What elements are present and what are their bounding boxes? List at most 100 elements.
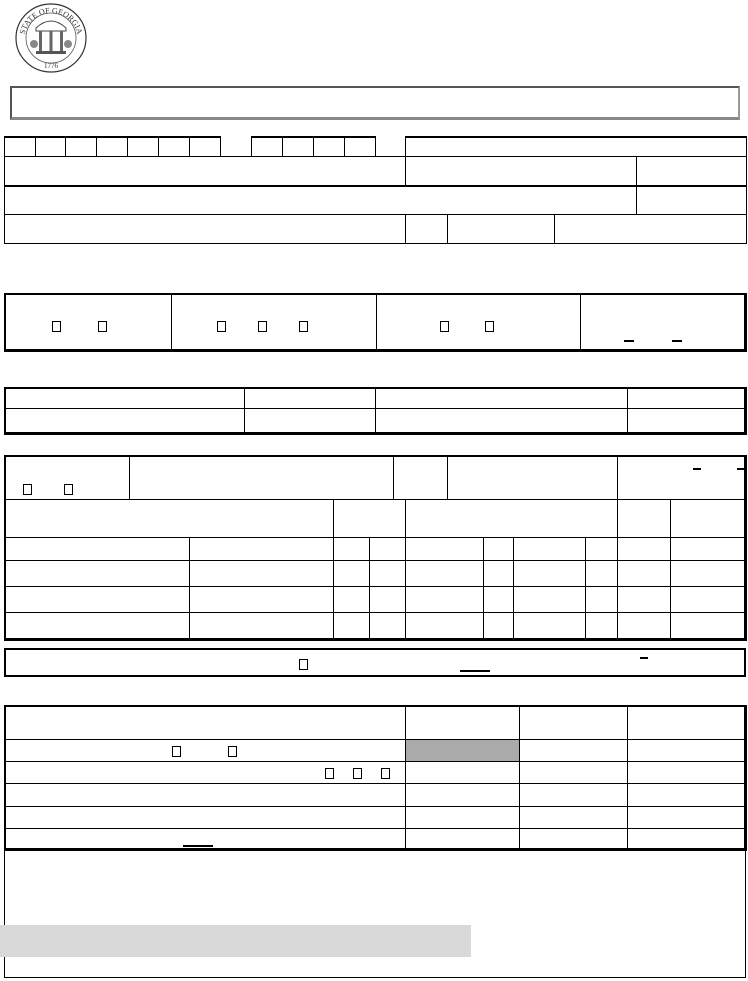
section-4-row-field[interactable] xyxy=(585,537,618,561)
section-4-row-field[interactable] xyxy=(189,612,334,641)
section-4-row-field[interactable] xyxy=(333,537,370,561)
section-4-row-field[interactable] xyxy=(483,537,514,561)
checkbox[interactable] xyxy=(172,746,181,757)
section-6-header-field[interactable] xyxy=(4,705,406,740)
id-digit-field[interactable] xyxy=(189,136,221,157)
section-4-row-field[interactable] xyxy=(369,560,406,587)
section-4-top-field[interactable] xyxy=(393,455,448,500)
checkbox[interactable] xyxy=(381,768,390,779)
section-6-row-field[interactable] xyxy=(519,806,628,829)
section-3-header-field[interactable] xyxy=(4,387,245,409)
id-digit-field[interactable] xyxy=(158,136,190,157)
id-digit-field[interactable] xyxy=(127,136,159,157)
section-4-row-field[interactable] xyxy=(617,537,671,561)
id-digit-field[interactable] xyxy=(4,136,36,157)
section-4-row-field[interactable] xyxy=(617,586,671,613)
section-4-row-field[interactable] xyxy=(405,560,484,587)
section-4-row-field[interactable] xyxy=(369,612,406,641)
section-4-header-field[interactable] xyxy=(405,499,618,538)
section-4-row-field[interactable] xyxy=(585,586,618,613)
section-4-row-field[interactable] xyxy=(333,560,370,587)
section-4-top-field[interactable] xyxy=(617,455,747,500)
address-row-field[interactable] xyxy=(4,185,637,215)
section-3-header-field[interactable] xyxy=(627,387,747,409)
checkbox[interactable] xyxy=(228,746,237,757)
section-6-row-field[interactable] xyxy=(519,783,628,807)
section-4-row-field[interactable] xyxy=(513,586,586,613)
address-row-field[interactable] xyxy=(636,185,747,215)
section-6-row-field[interactable] xyxy=(405,761,520,784)
section-4-row-field[interactable] xyxy=(4,537,190,561)
city-row-field[interactable] xyxy=(447,214,555,244)
section-4-header-field[interactable] xyxy=(333,499,406,538)
id-digit-field[interactable] xyxy=(251,136,283,157)
section-6-row-field[interactable] xyxy=(627,806,747,829)
section-4-row-field[interactable] xyxy=(585,560,618,587)
name-row-field[interactable] xyxy=(405,156,637,186)
section-4-top-field[interactable] xyxy=(447,455,618,500)
id-digit-field[interactable] xyxy=(313,136,345,157)
section-6-row-field[interactable] xyxy=(627,739,747,762)
section-3-value-field[interactable] xyxy=(627,408,747,435)
status-field[interactable] xyxy=(580,293,747,352)
section-4-row-field[interactable] xyxy=(369,537,406,561)
checkbox[interactable] xyxy=(440,321,449,332)
checkbox[interactable] xyxy=(258,321,267,332)
status-field[interactable] xyxy=(376,293,581,352)
section-4-row-field[interactable] xyxy=(369,586,406,613)
section-6-row-field[interactable] xyxy=(4,739,406,762)
section-6-row-field[interactable] xyxy=(405,739,520,762)
id-digit-field[interactable] xyxy=(282,136,314,157)
section-4-row-field[interactable] xyxy=(617,612,671,641)
section-4-row-field[interactable] xyxy=(483,612,514,641)
section-3-value-field[interactable] xyxy=(375,408,628,435)
id-digit-field[interactable] xyxy=(344,136,376,157)
signature-band[interactable] xyxy=(0,925,471,957)
section-4-row-field[interactable] xyxy=(513,537,586,561)
checkbox[interactable] xyxy=(98,321,107,332)
section-4-header-field[interactable] xyxy=(4,499,334,538)
city-row-field[interactable] xyxy=(405,214,448,244)
name-row-field[interactable] xyxy=(4,156,406,186)
section-4-row-field[interactable] xyxy=(617,560,671,587)
section-4-row-field[interactable] xyxy=(189,560,334,587)
section-6-row-field[interactable] xyxy=(4,806,406,829)
checkbox[interactable] xyxy=(485,321,494,332)
section-4-row-field[interactable] xyxy=(670,560,747,587)
section-4-row-field[interactable] xyxy=(670,612,747,641)
checkbox[interactable] xyxy=(299,659,308,670)
section-6-header-field[interactable] xyxy=(627,705,747,740)
section-4-top-field[interactable] xyxy=(129,455,394,500)
section-3-header-field[interactable] xyxy=(375,387,628,409)
section-4-row-field[interactable] xyxy=(4,586,190,613)
section-4-row-field[interactable] xyxy=(670,537,747,561)
checkbox[interactable] xyxy=(52,321,61,332)
section-3-value-field[interactable] xyxy=(4,408,245,435)
header-info-field[interactable] xyxy=(405,136,747,157)
section-4-row-field[interactable] xyxy=(4,612,190,641)
id-digit-field[interactable] xyxy=(35,136,66,157)
section-4-row-field[interactable] xyxy=(405,612,484,641)
checkbox[interactable] xyxy=(353,768,362,779)
section-6-row-field[interactable] xyxy=(519,739,628,762)
section-4-row-field[interactable] xyxy=(405,537,484,561)
section-6-header-field[interactable] xyxy=(519,705,628,740)
id-digit-field[interactable] xyxy=(65,136,97,157)
section-6-row-field[interactable] xyxy=(4,761,406,784)
section-4-header-field[interactable] xyxy=(617,499,671,538)
city-row-field[interactable] xyxy=(4,214,406,244)
checkbox[interactable] xyxy=(325,768,334,779)
section-6-row-field[interactable] xyxy=(627,783,747,807)
status-field[interactable] xyxy=(171,293,377,352)
section-6-row-field[interactable] xyxy=(405,806,520,829)
section-6-row-field[interactable] xyxy=(4,828,406,851)
section-4-row-field[interactable] xyxy=(333,586,370,613)
section-4-row-field[interactable] xyxy=(670,586,747,613)
section-6-row-field[interactable] xyxy=(405,828,520,851)
status-field[interactable] xyxy=(4,293,172,352)
checkbox[interactable] xyxy=(217,321,226,332)
city-row-field[interactable] xyxy=(554,214,747,244)
section-6-row-field[interactable] xyxy=(627,828,747,851)
section-6-row-field[interactable] xyxy=(519,828,628,851)
section-6-row-field[interactable] xyxy=(519,761,628,784)
